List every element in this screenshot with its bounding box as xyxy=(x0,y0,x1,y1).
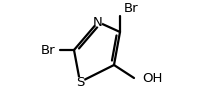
Text: Br: Br xyxy=(40,44,55,56)
Circle shape xyxy=(94,18,102,26)
Text: OH: OH xyxy=(142,72,162,84)
Circle shape xyxy=(76,78,84,86)
Text: S: S xyxy=(76,76,84,88)
Text: N: N xyxy=(93,16,103,28)
Text: Br: Br xyxy=(124,2,139,14)
